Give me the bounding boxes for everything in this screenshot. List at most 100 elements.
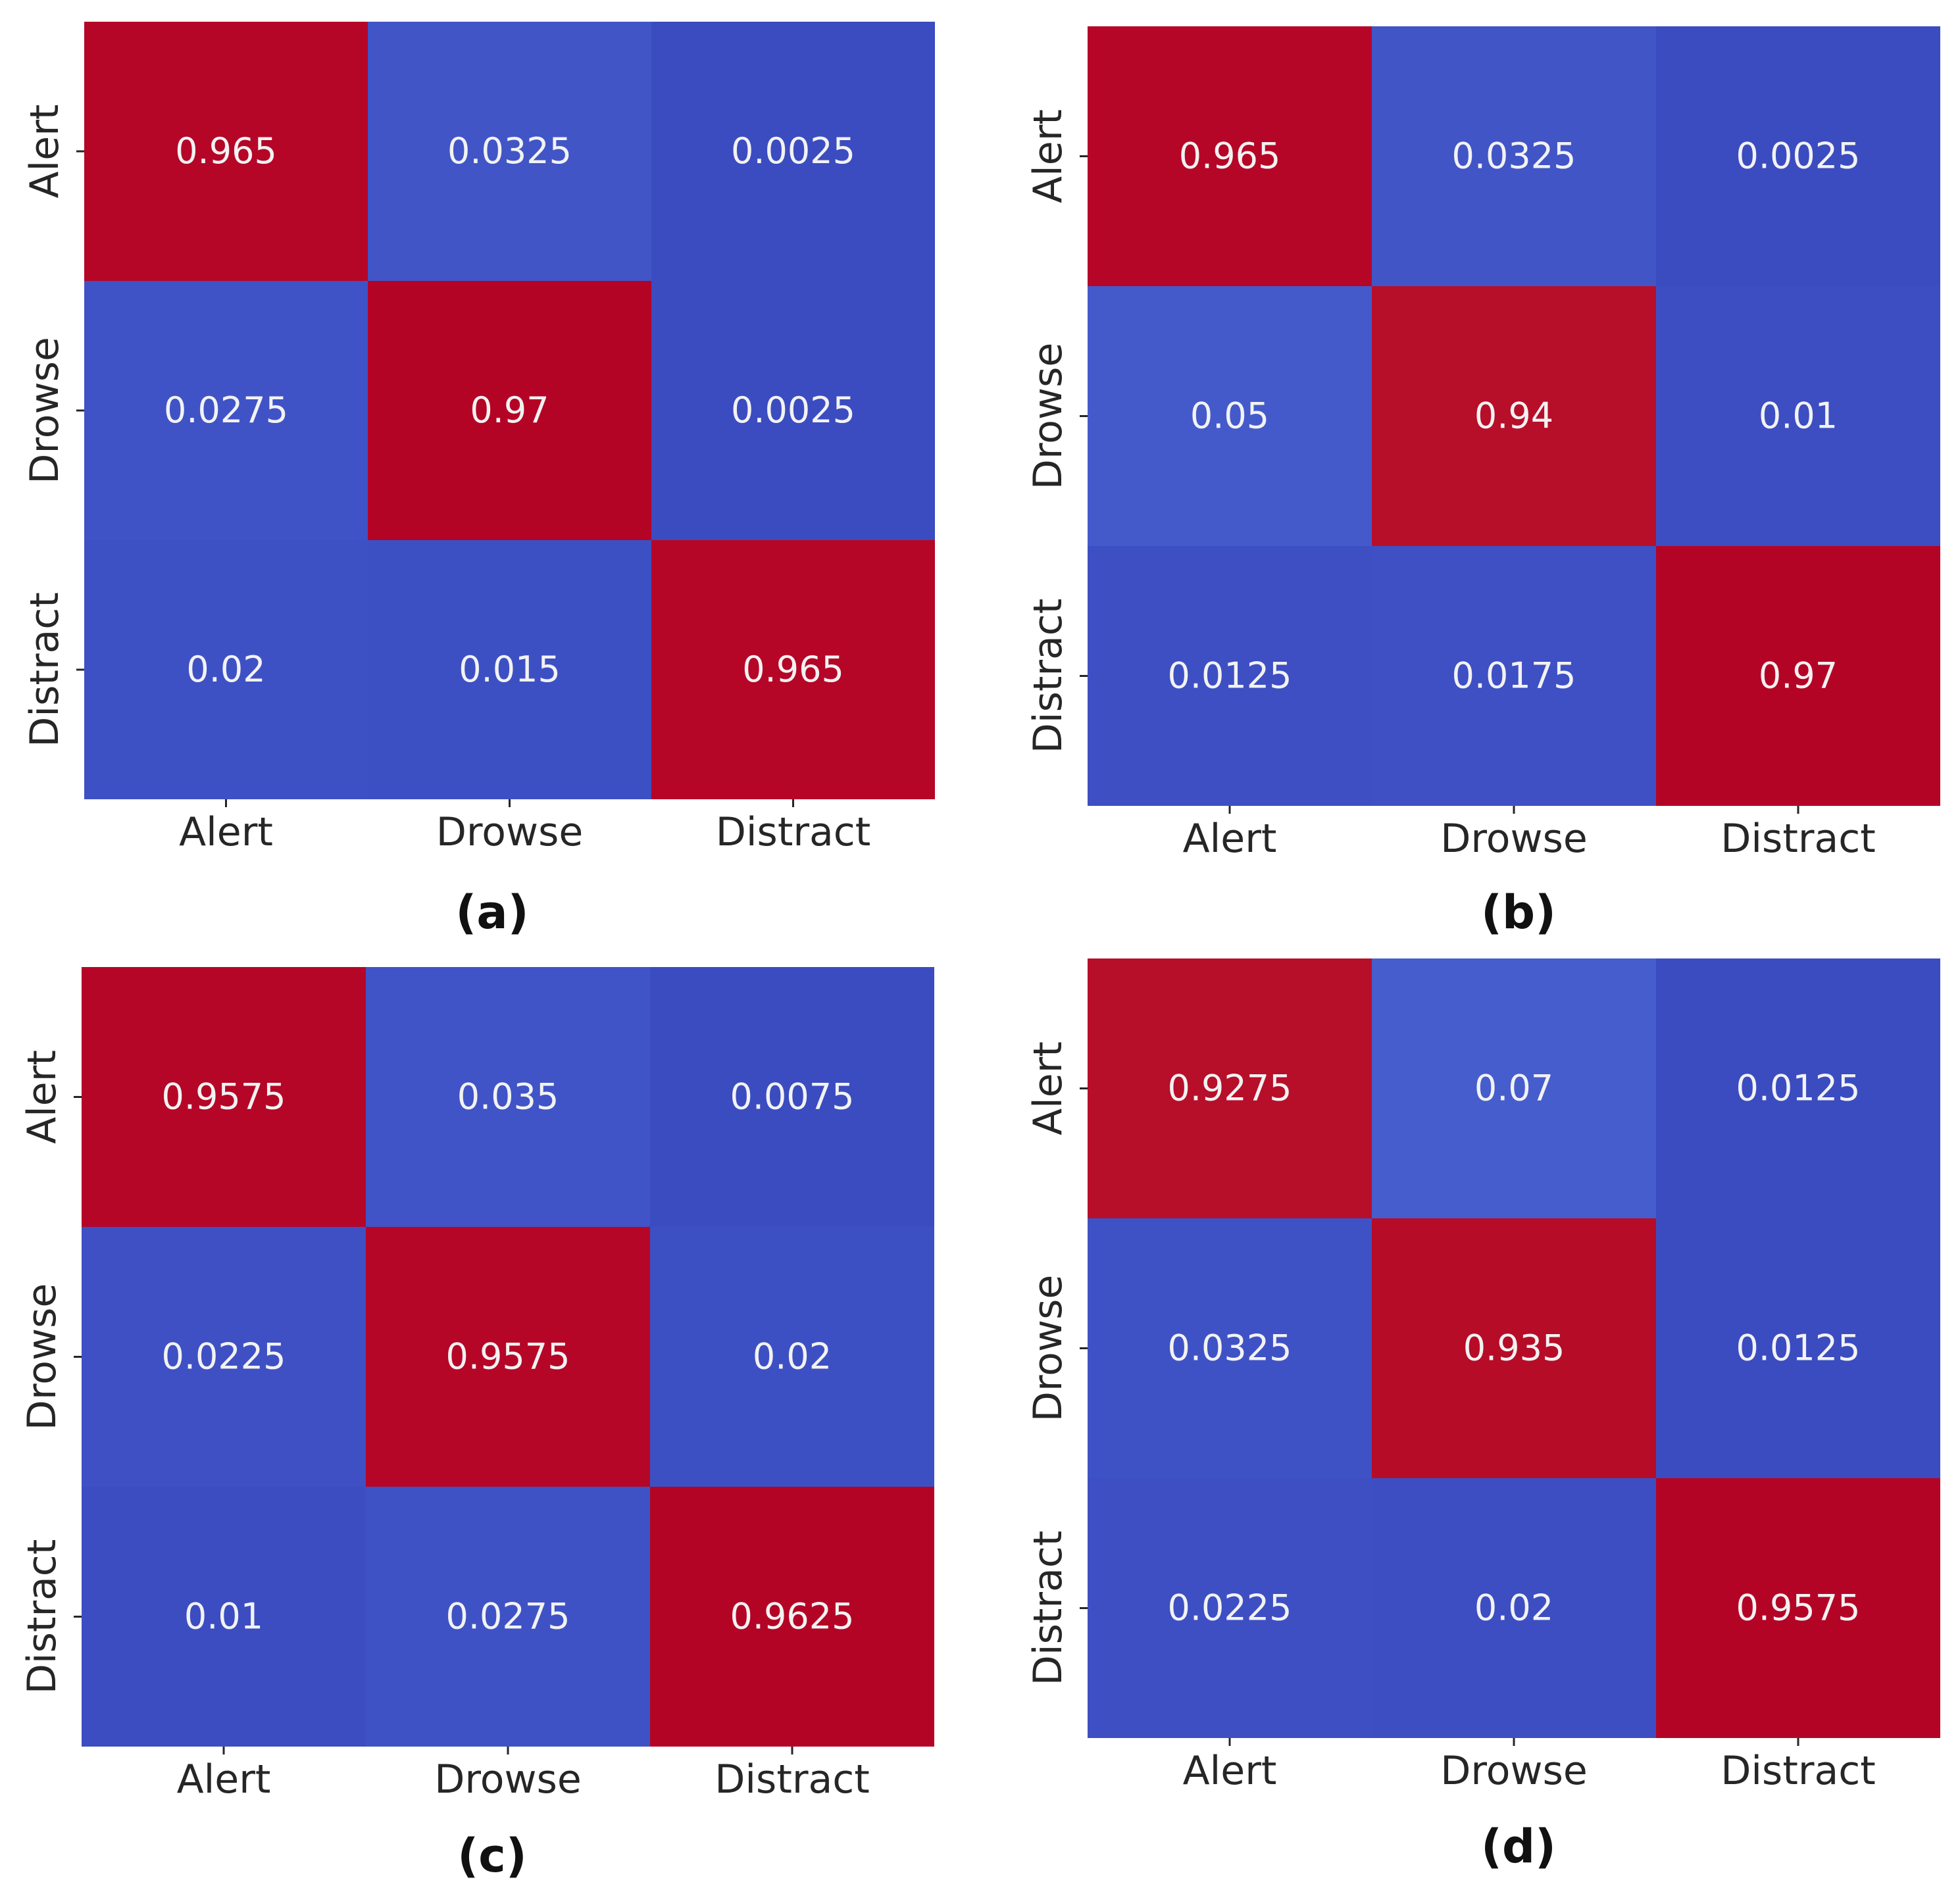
x-tick-label: Drowse [436,809,584,855]
y-tick-label: Distract [22,592,68,747]
x-tick-label: Alert [1183,816,1277,862]
heatmap-cell [1088,958,1372,1218]
cell-value-label: 0.07 [1474,1068,1553,1109]
heatmap-cell [1372,546,1656,806]
cell-value-label: 0.01 [184,1596,263,1637]
x-tick-label: Drowse [434,1756,582,1803]
heatmap-cell [651,281,935,540]
cell-value-label: 0.0025 [1736,136,1861,177]
panel-label-c: (c) [457,1829,527,1883]
heatmap-cell [651,540,935,799]
heatmap-cell [1656,26,1940,286]
heatmap-cell [650,1487,934,1747]
heatmap-cell [366,1227,650,1487]
cell-value-label: 0.0025 [731,130,855,172]
cell-value-label: 0.935 [1463,1328,1565,1369]
y-tick-label: Alert [22,105,68,199]
x-tick-label: Alert [1183,1748,1277,1794]
cell-value-label: 0.0225 [162,1336,286,1378]
y-tick-label: Distract [1025,1531,1071,1686]
cell-value-label: 0.01 [1759,395,1838,437]
cell-value-label: 0.9575 [1736,1587,1861,1629]
cell-value-label: 0.0275 [164,389,288,431]
heatmap-cell [1656,286,1940,546]
heatmap-cell [368,540,651,799]
x-tick-label: Alert [179,809,273,855]
heatmap-cell [1656,1218,1940,1478]
cell-value-label: 0.97 [1759,655,1838,697]
cell-value-label: 0.0325 [1452,136,1576,177]
heatmap-cell [1372,1218,1656,1478]
cell-value-label: 0.9625 [730,1596,855,1637]
y-tick-label: Alert [1025,109,1071,203]
cell-value-label: 0.0175 [1452,655,1576,697]
heatmap-cell [82,1227,366,1487]
cell-value-label: 0.965 [175,130,277,172]
cell-value-label: 0.9275 [1168,1068,1292,1109]
heatmap-cell [1656,546,1940,806]
heatmap-cell [84,540,368,799]
heatmap-cell [84,22,368,281]
y-tick-label: Drowse [22,337,68,484]
heatmap-d: 0.9275 0.07 0.0125 0.0325 0.935 0.0125 0.0225 0… [1025,958,1940,1794]
y-tick-label: Drowse [19,1283,65,1431]
cell-value-label: 0.0075 [730,1076,855,1118]
panel-label-d: (d) [1480,1820,1557,1874]
cell-value-label: 0.0125 [1736,1328,1861,1369]
cell-value-label: 0.02 [1474,1587,1553,1629]
x-tick-label: Distract [716,809,871,855]
y-tick-label: Distract [1025,599,1071,754]
cell-value-label: 0.0125 [1736,1068,1861,1109]
cell-value-label: 0.0225 [1168,1587,1292,1629]
cell-value-label: 0.94 [1474,395,1553,437]
panel-label-a: (a) [455,885,529,939]
heatmap-cell [368,281,651,540]
y-tick-label: Drowse [1025,343,1071,490]
heatmap-c: 0.9575 0.035 0.0075 0.0225 0.9575 0.02 0.01 0.0… [19,967,934,1803]
heatmap-cell [1372,1478,1656,1738]
cell-value-label: 0.0325 [447,130,572,172]
heatmap-cell [1088,1478,1372,1738]
heatmap-cell [1656,958,1940,1218]
heatmap-cell [82,1487,366,1747]
cell-value-label: 0.9575 [446,1336,570,1378]
heatmap-cell [1088,546,1372,806]
y-tick-label: Distract [19,1539,65,1695]
heatmap-cell [366,1487,650,1747]
cell-value-label: 0.015 [459,649,561,690]
heatmap-cell [1372,286,1656,546]
heatmap-cell [1088,26,1372,286]
cell-value-label: 0.05 [1190,395,1269,437]
cell-value-label: 0.9575 [162,1076,286,1118]
heatmap-cell [1372,26,1656,286]
cell-value-label: 0.0275 [446,1596,570,1637]
x-tick-label: Drowse [1440,816,1588,862]
heatmap-cell [84,281,368,540]
cell-value-label: 0.97 [470,389,549,431]
x-tick-label: Distract [715,1756,870,1803]
heatmap-b: 0.965 0.0325 0.0025 0.05 0.94 0.01 0.0125 0.017… [1025,26,1940,862]
heatmap-cell [366,967,650,1227]
heatmap-cell [1088,1218,1372,1478]
heatmap-cell [1372,958,1656,1218]
cell-value-label: 0.0125 [1168,655,1292,697]
cell-value-label: 0.02 [753,1336,832,1378]
panel-label-b: (b) [1480,885,1557,939]
heatmap-cell [651,22,935,281]
y-tick-label: Drowse [1025,1275,1071,1422]
cell-value-label: 0.965 [1179,136,1281,177]
cell-value-label: 0.035 [457,1076,559,1118]
cell-value-label: 0.0025 [731,389,855,431]
heatmap-cell [368,22,651,281]
cell-value-label: 0.0325 [1168,1328,1292,1369]
x-tick-label: Distract [1721,1748,1876,1794]
y-tick-label: Alert [1025,1041,1071,1135]
cell-value-label: 0.965 [742,649,844,690]
cell-value-label: 0.02 [186,649,265,690]
heatmap-cell [650,967,934,1227]
x-tick-label: Alert [177,1756,271,1803]
heatmap-cell [1088,286,1372,546]
heatmap-a: 0.965 0.0325 0.0025 0.0275 0.97 0.0025 0.02 0.0… [22,22,935,855]
x-tick-label: Distract [1721,816,1876,862]
heatmap-cell [1656,1478,1940,1738]
